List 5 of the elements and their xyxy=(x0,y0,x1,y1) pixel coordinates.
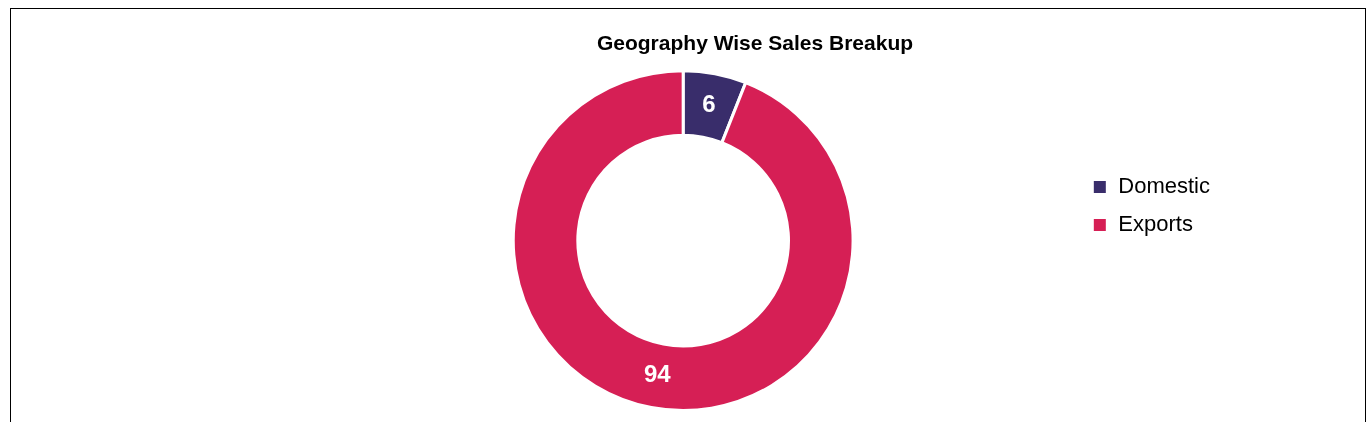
data-label: 94 xyxy=(644,360,672,388)
chart-title: Geography Wise Sales Breakup xyxy=(596,31,914,55)
data-label: 6 xyxy=(702,90,716,118)
legend-label: Exports xyxy=(1118,211,1193,237)
legend-label: Domestic xyxy=(1118,173,1210,199)
